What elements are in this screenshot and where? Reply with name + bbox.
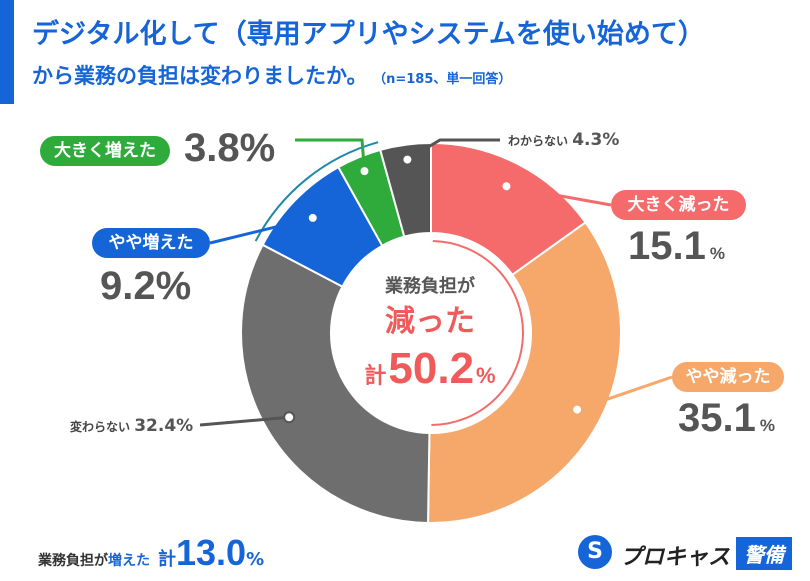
leader-dot-1	[571, 403, 584, 416]
value-large-decrease-wrap: 15.1%	[628, 224, 725, 269]
center-value: 50.2	[388, 344, 475, 393]
value-slight-decrease-wrap: 35.1%	[678, 396, 775, 441]
label-unknown: わからない 4.3%	[508, 130, 619, 150]
unit-slight-decrease: %	[759, 416, 775, 435]
donut-slice-2	[240, 243, 431, 524]
increase-total-label2: 増えた	[108, 553, 150, 569]
leader-dot-5	[401, 153, 414, 166]
center-unit: %	[476, 363, 496, 388]
label-slight-decrease: やや減った	[672, 362, 784, 392]
leader-line-4	[295, 138, 366, 172]
center-decreased: 減った	[385, 304, 475, 339]
value-slight-decrease: 35.1	[678, 396, 756, 440]
decrease-bracket-arc	[431, 240, 525, 426]
logo-badge: 警備	[736, 537, 792, 570]
leader-line-1	[576, 375, 673, 412]
increase-total-value: 13.0	[176, 532, 247, 573]
label-large-decrease: 大きく減った	[611, 190, 746, 220]
sample-note: （n=185、単一回答）	[379, 72, 512, 87]
leader-line-3	[209, 216, 314, 245]
value-unknown: 4.3%	[572, 130, 620, 150]
increase-bracket-arc	[254, 141, 379, 242]
increase-total-label: 業務負担が	[38, 553, 108, 569]
leader-dot-4	[358, 165, 371, 178]
increase-total-unit: %	[246, 549, 265, 570]
value-slight-increase: 9.2%	[100, 264, 192, 308]
center-label: 業務負担が	[385, 276, 475, 297]
unit-large-decrease: %	[709, 244, 725, 263]
donut-slice-1	[426, 221, 622, 524]
chart-subtitle-text: から業務の負担は変わりましたか。	[32, 64, 368, 88]
chart-title: デジタル化して（専用アプリやシステムを使い始めて）	[32, 19, 705, 50]
label-unknown-text: わからない	[508, 134, 569, 148]
leader-line-2	[199, 415, 290, 427]
leader-dot-0	[500, 180, 513, 193]
chart-subtitle: から業務の負担は変わりましたか。 （n=185、単一回答）	[32, 60, 511, 90]
donut-slice-5	[379, 141, 432, 238]
logo-text: プロキャス	[620, 545, 731, 570]
value-no-change: 32.4%	[134, 416, 194, 436]
leader-dot-2	[283, 411, 296, 424]
center-total: 計50.2%	[340, 344, 520, 394]
label-no-change: 変わらない 32.4%	[70, 416, 193, 436]
label-large-increase: 大きく増えた	[40, 136, 170, 166]
value-large-decrease: 15.1	[628, 224, 706, 268]
title-accent-bar	[0, 0, 14, 104]
leader-line-5	[406, 138, 500, 161]
center-kei: 計	[364, 363, 387, 388]
label-slight-increase: やや増えた	[92, 228, 210, 258]
logo-mark-icon: S	[578, 535, 612, 569]
increase-total-kei: 計	[158, 549, 176, 570]
value-large-increase: 3.8%	[184, 126, 276, 170]
leader-line-0	[506, 184, 612, 207]
leader-dot-3	[306, 211, 319, 224]
increase-total: 業務負担が増えた 計13.0%	[38, 532, 264, 574]
label-no-change-text: 変わらない	[70, 420, 131, 434]
